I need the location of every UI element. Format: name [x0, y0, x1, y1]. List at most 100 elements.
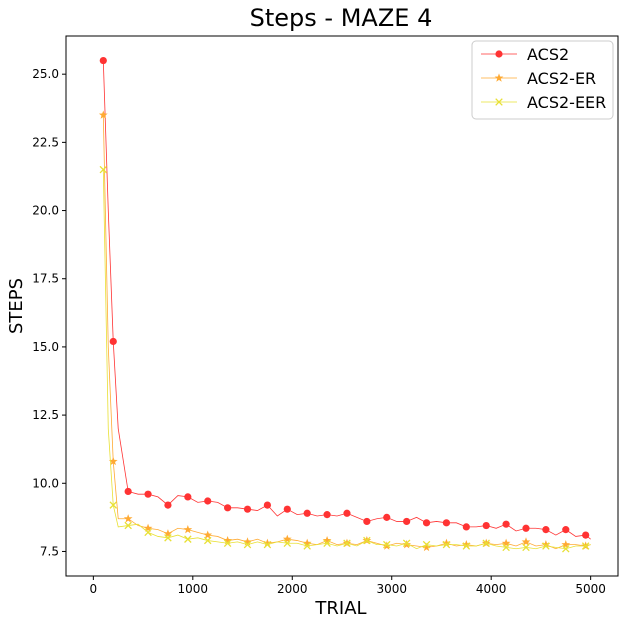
data-point-acs2	[422, 519, 431, 527]
y-tick-label: 10.0	[32, 476, 59, 490]
data-point-acs2	[403, 517, 411, 526]
data-point-acs2-eer	[402, 539, 411, 548]
series-acs2	[99, 56, 591, 540]
x-tick-label: 3000	[376, 582, 407, 596]
data-point-acs2-er	[123, 514, 133, 523]
data-point-acs2	[124, 487, 132, 496]
data-point-acs2-eer	[542, 542, 550, 550]
data-point-acs2	[522, 524, 530, 532]
series-line-acs2-eer	[102, 169, 591, 550]
data-point-acs2	[224, 504, 232, 512]
data-point-acs2-eer	[323, 539, 331, 548]
data-point-acs2-eer	[263, 540, 272, 549]
data-point-acs2	[164, 501, 172, 509]
data-point-acs2-eer	[442, 540, 451, 549]
data-point-acs2-eer	[303, 542, 311, 550]
data-point-acs2-eer	[124, 521, 132, 530]
data-point-acs2	[184, 493, 192, 501]
data-point-acs2	[343, 509, 351, 517]
data-point-acs2-er	[263, 538, 272, 547]
data-point-acs2	[383, 513, 391, 521]
y-axis-label: STEPS	[6, 278, 27, 334]
data-point-acs2	[502, 520, 510, 528]
data-point-acs2-er	[163, 529, 173, 538]
data-point-acs2-er	[541, 540, 551, 549]
data-point-acs2-er	[442, 538, 451, 547]
data-point-acs2-eer	[482, 539, 490, 548]
y-tick-label: 17.5	[32, 272, 59, 286]
data-point-acs2-eer	[581, 542, 590, 550]
data-point-acs2-eer	[363, 536, 371, 545]
legend-box	[471, 40, 614, 120]
series-line-acs2	[102, 60, 591, 540]
series-line-acs2-er	[102, 115, 591, 550]
data-point-acs2-eer	[109, 501, 118, 509]
data-point-acs2-er	[501, 538, 511, 547]
legend-marker-acs2-er	[494, 73, 504, 82]
plot-frame	[65, 35, 619, 577]
series-acs2-eer	[99, 165, 591, 553]
data-point-acs2-eer	[343, 539, 351, 548]
y-tick-label: 20.0	[32, 204, 59, 218]
y-tick-label: 22.5	[32, 135, 59, 149]
chart-title: Steps - MAZE 4	[250, 4, 433, 32]
data-point-acs2-er	[183, 525, 193, 534]
data-point-acs2	[442, 519, 451, 527]
data-point-acs2-er	[382, 541, 392, 550]
data-point-acs2-er	[402, 540, 412, 549]
data-point-acs2-eer	[99, 165, 108, 174]
y-tick-label: 12.5	[32, 408, 59, 422]
data-point-acs2	[204, 497, 212, 505]
data-point-acs2	[243, 505, 252, 513]
legend-marker-acs2	[495, 50, 503, 58]
data-point-acs2	[283, 505, 291, 513]
data-point-acs2-er	[282, 534, 292, 543]
series-acs2-er	[98, 110, 591, 552]
data-point-acs2-eer	[164, 534, 172, 542]
data-point-acs2	[363, 517, 371, 526]
data-point-acs2-eer	[184, 535, 192, 543]
data-point-acs2-eer	[223, 539, 232, 548]
data-point-acs2-eer	[462, 542, 471, 550]
data-point-acs2-eer	[382, 540, 391, 549]
data-point-acs2-er	[143, 523, 153, 532]
data-point-acs2-er	[203, 530, 213, 539]
data-point-acs2-eer	[422, 540, 431, 549]
series-layer	[98, 56, 591, 553]
y-axis: 7.5 10.0 12.5 15.0 17.5 20.0 22.5 25.0	[32, 67, 66, 558]
legend: ACS2 ACS2-ER ACS2-EER	[471, 40, 614, 120]
legend-label-acs2: ACS2	[527, 45, 569, 64]
data-point-acs2-er	[223, 535, 232, 545]
data-point-acs2	[582, 531, 590, 539]
x-axis: 0 1000 2000 3000 4000 5000	[90, 576, 606, 596]
data-point-acs2-er	[561, 540, 571, 549]
data-point-acs2	[99, 56, 107, 65]
legend-marker-acs2-eer	[495, 98, 503, 106]
x-axis-label: TRIAL	[314, 598, 366, 619]
x-tick-label: 2000	[277, 582, 308, 596]
data-point-acs2	[562, 526, 570, 534]
legend-label-acs2-er: ACS2-ER	[527, 69, 596, 88]
data-point-acs2	[462, 523, 470, 531]
data-point-acs2-er	[243, 537, 252, 546]
data-point-acs2-er	[322, 535, 332, 545]
legend-label-acs2-eer: ACS2-EER	[527, 93, 606, 112]
x-tick-label: 0	[90, 582, 98, 596]
data-point-acs2-er	[302, 538, 312, 547]
data-point-acs2	[263, 501, 272, 509]
y-tick-label: 7.5	[40, 544, 59, 558]
data-point-acs2-eer	[144, 528, 152, 537]
x-tick-label: 5000	[575, 582, 606, 596]
data-point-acs2-er	[422, 542, 431, 552]
x-tick-label: 1000	[178, 582, 209, 596]
data-point-acs2-er	[98, 110, 108, 119]
data-point-acs2-eer	[562, 544, 570, 553]
data-point-acs2	[109, 337, 117, 346]
data-point-acs2	[323, 511, 331, 519]
data-point-acs2	[303, 509, 311, 517]
data-point-acs2-er	[108, 456, 118, 466]
y-tick-label: 25.0	[32, 67, 59, 81]
data-point-acs2-eer	[283, 539, 292, 548]
x-tick-label: 4000	[476, 582, 507, 596]
